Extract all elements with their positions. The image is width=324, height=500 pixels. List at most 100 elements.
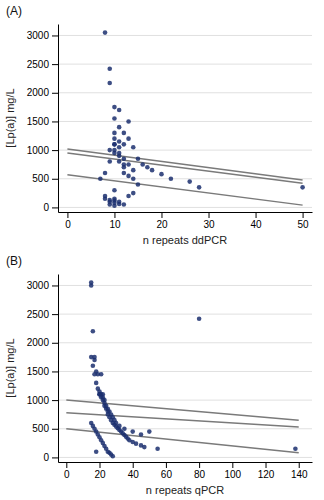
grid-line — [58, 92, 312, 93]
tick-label: 40 — [128, 469, 140, 480]
scatter-series — [98, 30, 305, 208]
tick: 50 — [298, 212, 310, 230]
grid-line — [58, 150, 312, 151]
tick: 0 — [43, 202, 58, 213]
tick-label: 40 — [250, 219, 262, 230]
scatter-point — [107, 81, 112, 86]
tick: 1500 — [27, 366, 58, 377]
tick-mark — [133, 462, 134, 468]
panel-label: (A) — [6, 4, 22, 18]
regression-line — [67, 153, 302, 183]
tick: 20 — [94, 462, 106, 480]
scatter-point — [112, 131, 117, 136]
tick-mark — [52, 93, 58, 94]
scatter-point — [126, 162, 131, 167]
y-axis-label: [Lp(a)] mg/L — [4, 338, 16, 397]
grid-line — [58, 207, 312, 208]
scatter-point — [91, 363, 96, 368]
tick: 1000 — [27, 395, 58, 406]
tick: 500 — [32, 173, 58, 184]
tick: 60 — [161, 462, 173, 480]
scatter-point — [131, 168, 136, 173]
regression-line — [66, 413, 298, 427]
tick-mark — [52, 179, 58, 180]
y-axis: 050010001500200025003000 — [27, 25, 59, 214]
tick-label: 60 — [161, 469, 173, 480]
scatter-point — [139, 432, 144, 437]
tick-mark — [52, 150, 58, 151]
scatter-point — [117, 139, 122, 144]
tick-mark — [303, 212, 304, 218]
scatter-point — [300, 185, 305, 190]
tick: 80 — [194, 462, 206, 480]
tick: 1500 — [27, 116, 58, 127]
scatter-point — [112, 136, 117, 141]
panel: 01020304050050010001500200025003000n rep… — [4, 4, 313, 246]
tick-label: 0 — [64, 469, 70, 480]
axis-line — [59, 212, 313, 213]
scatter-point — [112, 116, 117, 121]
grid-line — [58, 457, 312, 458]
tick: 2000 — [27, 337, 58, 348]
scatter-point — [126, 136, 131, 141]
tick: 100 — [224, 462, 241, 480]
scatter-series — [89, 280, 298, 458]
tick-label: 100 — [224, 469, 241, 480]
tick-mark — [166, 462, 167, 468]
tick-label: 1000 — [27, 395, 50, 406]
scatter-point — [92, 372, 97, 377]
regression-line — [67, 149, 302, 180]
panel-label: (B) — [6, 254, 22, 268]
grid-line — [58, 35, 312, 36]
scatter-point — [136, 182, 141, 187]
scatter-point — [110, 454, 115, 459]
tick: 40 — [128, 462, 140, 480]
tick: 0 — [64, 462, 70, 480]
tick-mark — [52, 343, 58, 344]
tick: 2000 — [27, 87, 58, 98]
tick: 1000 — [27, 145, 58, 156]
scatter-point — [103, 194, 108, 199]
tick-label: 1500 — [27, 366, 50, 377]
scatter-point — [112, 142, 117, 147]
tick-label: 1000 — [27, 145, 50, 156]
scatter-point — [122, 142, 127, 147]
scatter-point — [117, 145, 122, 150]
scatter-point — [122, 131, 127, 136]
scatter-point — [147, 429, 152, 434]
tick-mark — [100, 462, 101, 468]
tick: 3000 — [27, 30, 58, 41]
tick-mark — [52, 285, 58, 286]
scatter-point — [122, 171, 127, 176]
grid-line — [58, 314, 312, 315]
chart-root: 01020304050050010001500200025003000n rep… — [0, 0, 324, 500]
tick: 0 — [43, 452, 58, 463]
tick: 140 — [291, 462, 308, 480]
grid — [58, 35, 312, 207]
tick-label: 30 — [203, 219, 215, 230]
scatter-point — [107, 159, 112, 164]
tick-mark — [52, 429, 58, 430]
axis-line — [58, 25, 59, 213]
tick: 3000 — [27, 280, 58, 291]
scatter-point — [136, 156, 141, 161]
tick-mark — [52, 371, 58, 372]
tick-label: 3000 — [27, 280, 50, 291]
scatter-point — [117, 424, 122, 429]
tick-mark — [256, 212, 257, 218]
tick-label: 20 — [94, 469, 106, 480]
scatter-point — [131, 145, 136, 150]
scatter-point — [117, 159, 122, 164]
x-axis: 0 20 40 60 80 100 120 140 — [59, 462, 313, 480]
tick-label: 0 — [65, 219, 71, 230]
tick-label: 0 — [43, 452, 49, 463]
grid-line — [58, 342, 312, 343]
tick-label: 80 — [194, 469, 206, 480]
marks — [66, 280, 298, 458]
scatter-point — [131, 176, 136, 181]
tick-label: 2000 — [27, 87, 50, 98]
scatter-point — [112, 151, 117, 156]
scatter-point — [117, 202, 122, 207]
tick-mark — [266, 462, 267, 468]
tick-label: 120 — [258, 469, 275, 480]
